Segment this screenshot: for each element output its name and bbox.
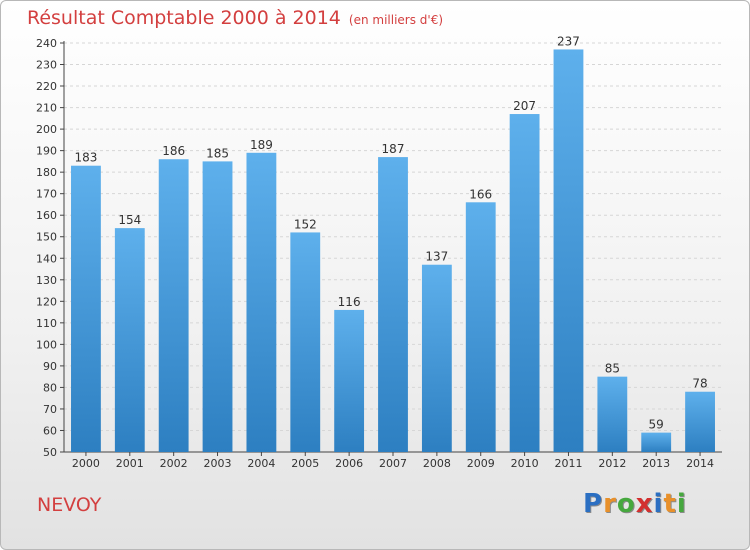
bar-2011 [553, 49, 584, 453]
y-tick-label: 90 [43, 360, 57, 373]
value-label-2007: 187 [382, 142, 405, 156]
value-label-2014: 78 [692, 377, 707, 391]
y-tick-label: 170 [36, 188, 57, 201]
y-tick-label: 110 [36, 317, 57, 330]
value-label-2004: 189 [250, 138, 273, 152]
y-tick-label: 200 [36, 123, 57, 136]
chart-title: Résultat Comptable 2000 à 2014 (en millie… [27, 7, 443, 29]
value-label-2011: 237 [557, 34, 580, 48]
title-unit: (en milliers d'€) [348, 13, 444, 27]
logo-letter: x [635, 489, 654, 519]
y-tick-label: 130 [36, 274, 57, 287]
value-label-2001: 154 [118, 213, 141, 227]
bars: 183 154 186 185 189 152 116 187 137 166 207 237 85 59… [71, 34, 715, 453]
y-tick-label: 70 [43, 403, 57, 416]
x-tick-label-2004: 2004 [247, 457, 275, 470]
bar-2000 [71, 165, 101, 452]
y-tick-label: 120 [36, 295, 57, 308]
x-tick-label-2013: 2013 [642, 457, 670, 470]
bar-2010 [509, 114, 540, 453]
bar-2009 [465, 202, 496, 452]
proxiti-logo: Proxiti [583, 489, 687, 519]
value-label-2002: 186 [162, 144, 185, 158]
bar-2013 [641, 432, 672, 452]
y-tick-label: 230 [36, 59, 57, 72]
value-label-2013: 59 [649, 418, 664, 432]
y-tick-label: 240 [36, 37, 57, 50]
bar-2002 [158, 159, 189, 452]
y-tick-label: 60 [43, 424, 57, 437]
logo-letter: P [583, 489, 604, 519]
y-tick-label: 50 [43, 446, 57, 459]
y-tick-label: 140 [36, 252, 57, 265]
value-label-2000: 183 [74, 151, 97, 165]
x-tick-label-2002: 2002 [160, 457, 188, 470]
value-label-2005: 152 [294, 217, 317, 231]
logo-letter: i [653, 489, 664, 519]
y-tick-label: 100 [36, 338, 57, 351]
value-label-2009: 166 [469, 187, 492, 201]
logo-letter: t [663, 489, 677, 519]
bar-2006 [334, 309, 365, 452]
place-name: NEVOY [37, 494, 102, 516]
logo-letter: o [616, 489, 636, 519]
value-label-2003: 185 [206, 146, 229, 160]
y-tick-label: 80 [43, 381, 57, 394]
value-label-2008: 137 [425, 250, 448, 264]
x-tick-label-2005: 2005 [291, 457, 319, 470]
bar-2004 [246, 152, 277, 452]
bar-2007 [378, 157, 408, 452]
x-tick-label-2000: 2000 [72, 457, 100, 470]
value-label-2006: 116 [338, 295, 361, 309]
logo-letter: r [603, 489, 617, 519]
bar-2003 [202, 161, 233, 453]
x-tick-label-2011: 2011 [554, 457, 582, 470]
x-tick-label-2010: 2010 [511, 457, 539, 470]
y-tick-label: 150 [36, 231, 57, 244]
bar-2012 [597, 376, 628, 452]
axes: 50 60 70 80 90 100 110 120 130 140 150 160 170 180 190… [36, 37, 722, 470]
y-tick-label: 180 [36, 166, 57, 179]
y-tick-label: 190 [36, 145, 57, 158]
bar-2014 [685, 391, 715, 452]
bar-2008 [421, 264, 452, 452]
x-tick-label-2006: 2006 [335, 457, 363, 470]
y-tick-label: 220 [36, 80, 57, 93]
x-tick-label-2007: 2007 [379, 457, 407, 470]
y-tick-label: 160 [36, 209, 57, 222]
logo-letter: i [676, 489, 687, 519]
x-tick-label-2008: 2008 [423, 457, 451, 470]
x-tick-label-2001: 2001 [116, 457, 144, 470]
x-tick-label-2003: 2003 [204, 457, 232, 470]
x-tick-label-2012: 2012 [598, 457, 626, 470]
value-label-2012: 85 [605, 362, 620, 376]
x-tick-label-2009: 2009 [467, 457, 495, 470]
y-tick-label: 210 [36, 102, 57, 115]
title-text: Résultat Comptable 2000 à 2014 [27, 7, 341, 29]
x-tick-label-2014: 2014 [686, 457, 714, 470]
value-label-2010: 207 [513, 99, 536, 113]
bar-2005 [290, 232, 321, 452]
bar-2001 [114, 228, 145, 452]
